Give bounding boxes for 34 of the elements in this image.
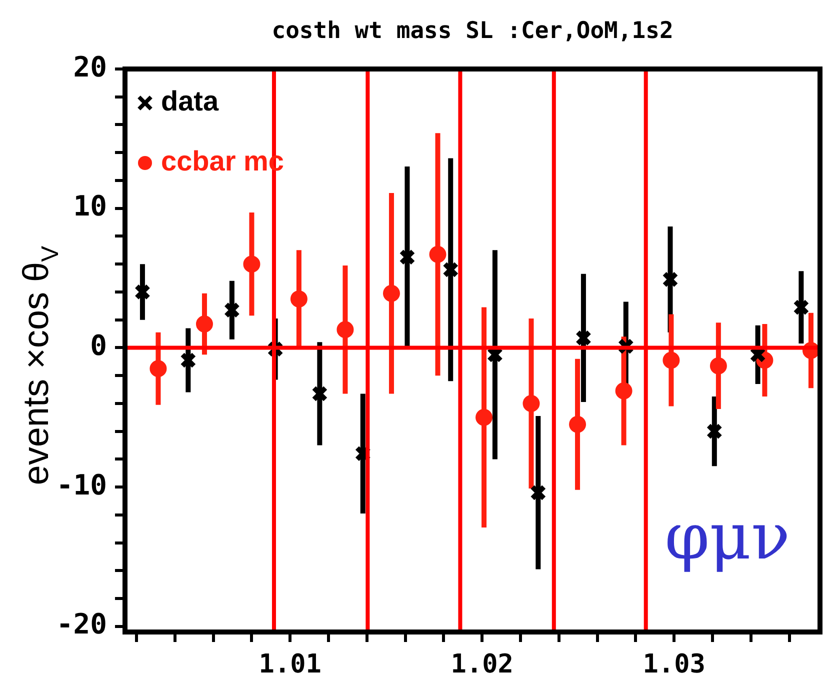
point	[336, 321, 354, 338]
point	[224, 302, 240, 318]
point	[522, 394, 540, 412]
point	[575, 330, 592, 346]
point	[569, 416, 586, 433]
point	[134, 284, 151, 300]
point	[312, 386, 328, 402]
point	[442, 262, 459, 278]
point	[530, 484, 546, 501]
point	[710, 357, 727, 374]
y-tick-label: -20	[56, 608, 107, 641]
y-tick-label: 0	[90, 328, 107, 362]
legend-label: data	[161, 86, 219, 117]
point	[290, 290, 308, 308]
point	[243, 256, 260, 273]
point	[793, 299, 810, 316]
point	[662, 271, 678, 288]
point	[196, 316, 213, 333]
point	[150, 360, 167, 378]
chart-title: costh wt mass SL :Cer,OoM,1s2	[272, 18, 674, 44]
x-tick-label: 1.03	[642, 649, 706, 680]
y-tick-label: 10	[73, 190, 107, 223]
point	[476, 408, 493, 426]
point	[662, 352, 680, 369]
y-tick-label: 20	[73, 50, 107, 84]
point	[706, 423, 723, 440]
point	[399, 248, 416, 266]
annotation: φμν	[664, 500, 790, 575]
point	[382, 284, 400, 302]
point	[180, 352, 196, 368]
x-tick-label: 1.02	[450, 649, 514, 680]
point	[615, 382, 632, 400]
x-tick-label: 1.01	[258, 649, 322, 680]
point	[429, 246, 446, 263]
